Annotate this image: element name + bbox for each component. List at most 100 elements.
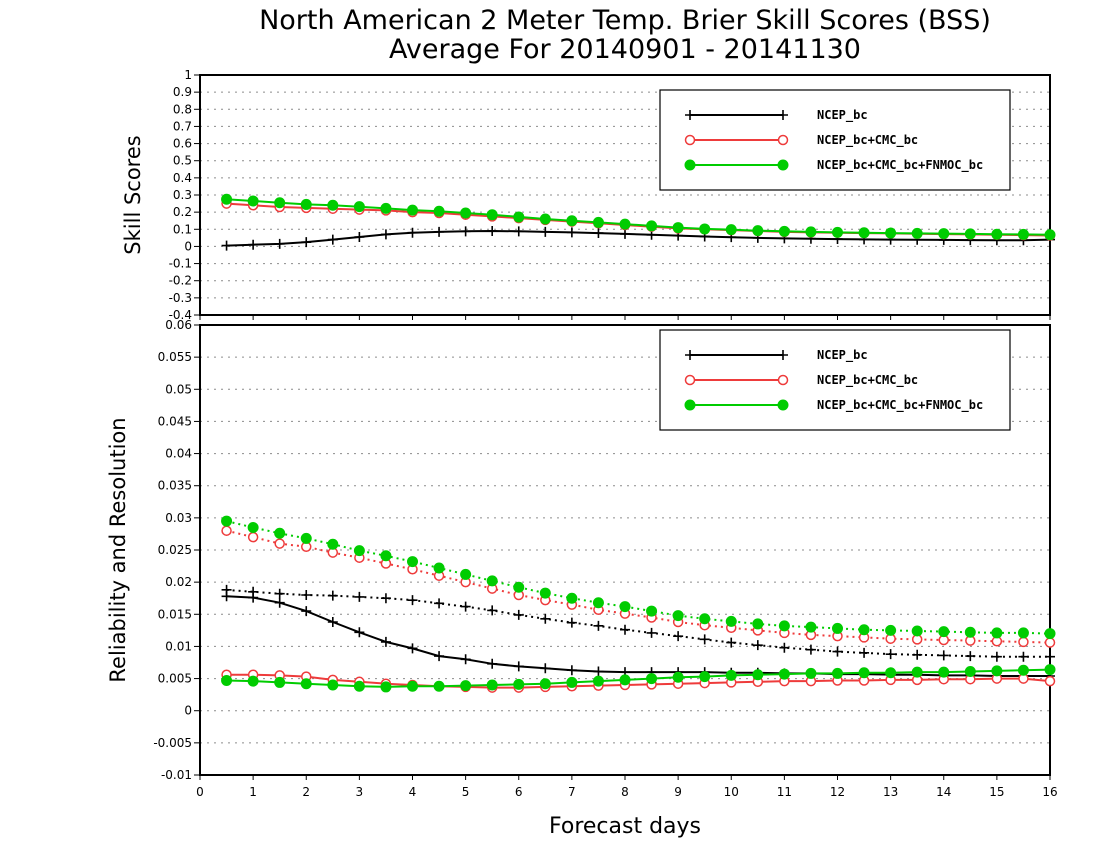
data-point	[885, 227, 897, 239]
y-tick-label: -0.1	[169, 257, 192, 271]
y-tick-label: 0.03	[165, 511, 192, 525]
data-point	[540, 226, 551, 237]
data-point	[327, 199, 339, 211]
data-point	[592, 675, 604, 687]
data-point	[327, 538, 339, 550]
series-line	[226, 588, 1050, 658]
x-tick-label: 0	[196, 785, 204, 799]
data-point	[274, 527, 286, 539]
x-tick-label: 16	[1042, 785, 1057, 799]
data-point	[539, 678, 551, 690]
legend-label: NCEP_bc	[817, 108, 868, 123]
data-point	[354, 232, 365, 242]
data-point	[912, 649, 923, 660]
series-ncep-bc-cmc-bc-fnmoc-bc-reliability	[221, 664, 1056, 693]
x-tick-label: 6	[515, 785, 523, 799]
data-point	[434, 226, 445, 237]
data-point	[300, 678, 312, 690]
x-tick-label: 8	[621, 785, 629, 799]
series-ncep-bc-cmc-bc-fnmoc-bc-resolution	[221, 515, 1056, 640]
legend-marker	[778, 350, 788, 360]
data-point	[1044, 637, 1056, 648]
x-tick-label: 3	[356, 785, 364, 799]
legend-marker	[777, 374, 789, 386]
data-point	[380, 550, 392, 562]
data-point	[964, 228, 976, 240]
data-point	[247, 195, 259, 207]
data-point	[327, 590, 338, 601]
data-point	[805, 226, 817, 238]
data-point	[805, 621, 817, 633]
y-tick-label: 0.9	[173, 85, 192, 99]
data-point	[301, 606, 312, 617]
data-point	[911, 227, 923, 239]
data-point	[965, 651, 976, 662]
chart-panel-1: -0.4 -0.3 -0.2 -0.1 0 0.1 0.2 0.3 0.4 0.5 0.6 0.7 0.…	[121, 68, 1056, 322]
data-point	[407, 595, 418, 606]
legend-marker	[777, 134, 789, 146]
data-point	[778, 225, 790, 237]
data-point	[619, 601, 631, 613]
data-point	[646, 627, 657, 638]
plot-frame	[199, 74, 1051, 316]
data-point	[778, 620, 790, 632]
y-tick-label: 0.3	[173, 188, 192, 202]
y-tick-label: -0.01	[161, 768, 192, 782]
data-point	[460, 680, 472, 692]
legend-marker	[685, 110, 695, 120]
data-point	[460, 568, 472, 580]
data-point	[274, 538, 285, 549]
data-point	[539, 587, 551, 599]
data-point	[487, 658, 498, 669]
legend: NCEP_bc NCEP_bc+CMC_bc NCEP_bc+CMC_bc+FNMO…	[659, 89, 1011, 191]
data-point	[460, 654, 471, 665]
data-point	[1044, 229, 1056, 241]
data-point	[699, 613, 711, 625]
y-tick-label: 0.055	[158, 350, 192, 364]
data-point	[938, 228, 950, 240]
data-point	[672, 222, 684, 234]
data-point	[460, 601, 471, 612]
y-tick-label: 0.7	[173, 119, 192, 133]
data-point	[646, 673, 658, 685]
legend-marker	[684, 159, 696, 171]
data-point	[991, 627, 1003, 639]
data-point	[885, 649, 896, 660]
data-point	[964, 666, 976, 677]
data-point	[221, 193, 233, 205]
data-point	[540, 663, 551, 674]
data-point	[832, 622, 843, 634]
data-point	[779, 642, 790, 653]
data-point	[752, 618, 764, 630]
data-point	[274, 676, 286, 688]
data-point	[248, 239, 259, 250]
data-point	[699, 223, 711, 235]
data-point	[354, 591, 365, 602]
data-point	[593, 228, 604, 239]
data-point	[752, 669, 764, 681]
data-point	[725, 615, 737, 627]
data-point	[619, 218, 631, 230]
x-tick-label: 5	[462, 785, 470, 799]
data-point	[513, 581, 525, 593]
data-point	[221, 675, 233, 686]
data-point	[1017, 627, 1029, 639]
data-point	[327, 234, 338, 245]
data-point	[407, 227, 418, 238]
y-tick-label: -0.2	[169, 274, 192, 288]
data-point	[592, 216, 604, 228]
x-tick-label: 11	[777, 785, 792, 799]
y-tick-label: 0.1	[173, 222, 192, 236]
data-point	[752, 225, 764, 237]
data-point	[1017, 228, 1029, 240]
y-axis-label: Skill Scores	[121, 135, 145, 254]
data-point	[566, 592, 578, 604]
plot-frame	[199, 324, 1051, 776]
data-point	[1045, 651, 1055, 662]
data-point	[301, 590, 312, 600]
data-point	[433, 562, 445, 574]
data-point	[832, 646, 843, 657]
legend: NCEP_bc NCEP_bc+CMC_bc NCEP_bc+CMC_bc+FNMO…	[659, 329, 1011, 431]
data-point	[858, 227, 870, 239]
